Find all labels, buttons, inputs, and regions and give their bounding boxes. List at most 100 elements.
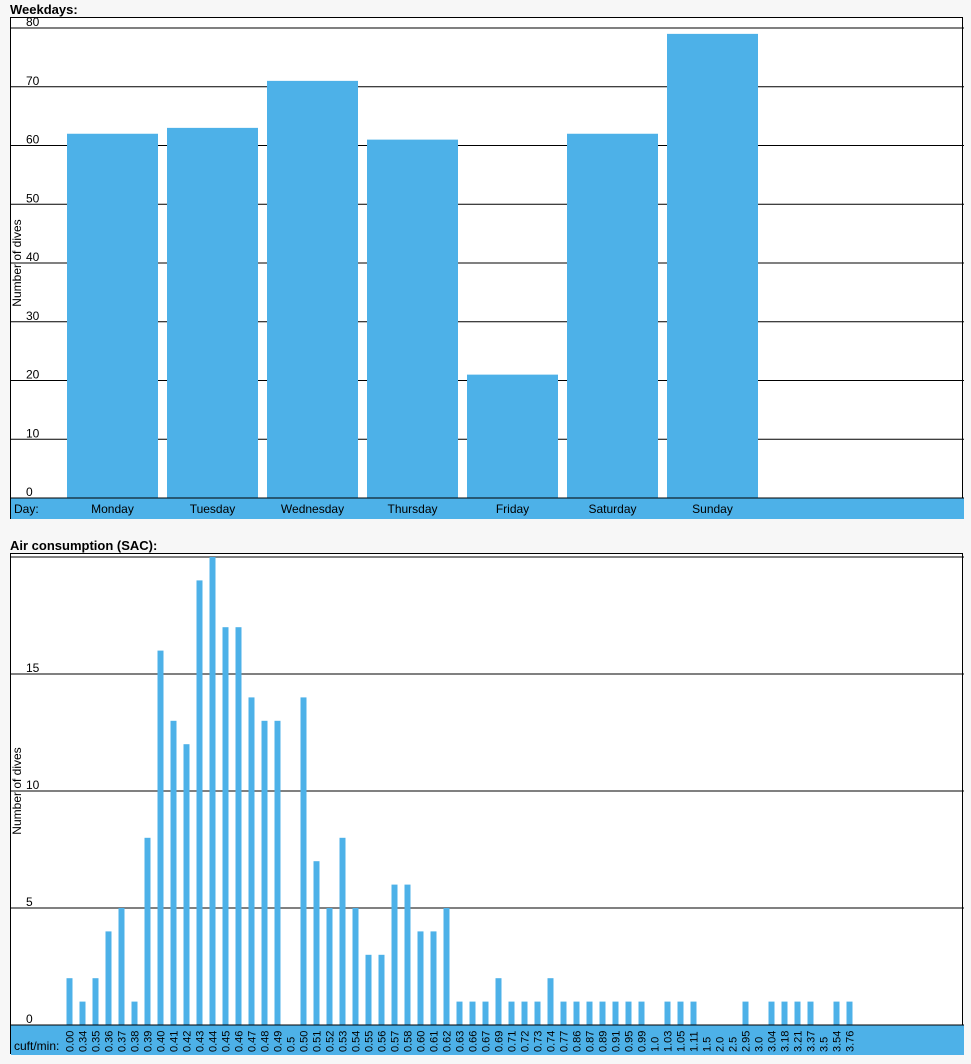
bar-sac-0.60 xyxy=(417,931,424,1025)
y-tick-label: 10 xyxy=(26,426,40,440)
bar-sac-0.66 xyxy=(469,1001,476,1025)
bar-tuesday xyxy=(167,127,258,498)
y-axis-label: Number of dives xyxy=(10,747,24,834)
bar-saturday xyxy=(567,133,658,498)
bar-sac-0.54 xyxy=(352,908,359,1025)
bar-sac-0.58 xyxy=(404,884,411,1025)
x-tick-label: 0.40 xyxy=(156,1031,168,1052)
sac-chart-title: Air consumption (SAC): xyxy=(10,538,158,553)
x-tick-label: 0.77 xyxy=(559,1031,571,1052)
y-tick-label: 15 xyxy=(26,661,40,675)
x-tick-label: 0.87 xyxy=(585,1031,597,1052)
bar-sac-3.04 xyxy=(768,1001,775,1025)
bar-sac-0.38 xyxy=(131,1001,138,1025)
x-tick-label: 0.72 xyxy=(520,1031,532,1052)
bar-sac-0.46 xyxy=(235,627,242,1025)
bar-sac-0.36 xyxy=(105,931,112,1025)
bar-sac-0.67 xyxy=(482,1001,489,1025)
y-tick-label: 5 xyxy=(26,895,33,909)
bar-sac-0.74 xyxy=(547,978,554,1025)
y-tick-label: 0 xyxy=(26,485,33,499)
bar-sac-0.42 xyxy=(183,744,190,1025)
x-axis-label: cuft/min: xyxy=(14,1039,59,1053)
x-tick-label: 0.42 xyxy=(182,1031,194,1052)
bar-sac-0.62 xyxy=(443,908,450,1025)
x-tick-label: 0.53 xyxy=(338,1031,350,1052)
x-tick-label: 2.95 xyxy=(741,1031,753,1052)
x-tick-label: 0.51 xyxy=(312,1031,324,1052)
x-tick-label: 0.36 xyxy=(104,1031,116,1052)
x-tick-label: 0.47 xyxy=(247,1031,259,1052)
x-tick-label: 0.95 xyxy=(624,1031,636,1052)
x-tick-label: 0.46 xyxy=(234,1031,246,1052)
x-tick-label: 3.54 xyxy=(832,1031,844,1052)
x-tick-label: 1.5 xyxy=(702,1037,714,1052)
x-tick-label: 0.00 xyxy=(65,1031,77,1052)
bar-sac-0.86 xyxy=(573,1001,580,1025)
weekdays-chart: 0 10 20 30 40 50 60 70 80 Number of dives Day: Mond… xyxy=(10,15,964,519)
bar-sac-0.49 xyxy=(274,720,281,1025)
y-tick-label: 10 xyxy=(26,778,40,792)
x-tick-label: Friday xyxy=(496,502,529,516)
x-tick-label: 0.71 xyxy=(507,1031,519,1052)
y-tick-label: 20 xyxy=(26,368,40,382)
x-tick-label: 0.58 xyxy=(403,1031,415,1052)
bar-sac-0.41 xyxy=(170,720,177,1025)
x-tick-label: 0.66 xyxy=(468,1031,480,1052)
bar-sac-3.18 xyxy=(781,1001,788,1025)
x-tick-label: 2.5 xyxy=(728,1037,740,1052)
weekdays-chart-title: Weekdays: xyxy=(10,2,78,17)
y-tick-label: 70 xyxy=(26,74,40,88)
bar-sac-1.03 xyxy=(664,1001,671,1025)
bar-sac-2.95 xyxy=(742,1001,749,1025)
bar-sac-0.77 xyxy=(560,1001,567,1025)
bar-sac-0.40 xyxy=(157,650,164,1025)
x-tick-label: 0.89 xyxy=(598,1031,610,1052)
y-tick-label: 50 xyxy=(26,191,40,205)
x-tick-label: 1.05 xyxy=(676,1031,688,1052)
x-tick-label: 0.62 xyxy=(442,1031,454,1052)
bar-sac-0.91 xyxy=(612,1001,619,1025)
x-tick-label: 0.48 xyxy=(260,1031,272,1052)
x-tick-label: 0.99 xyxy=(637,1031,649,1052)
bar-sac-0.57 xyxy=(391,884,398,1025)
x-tick-label: 0.69 xyxy=(494,1031,506,1052)
x-tick-label: 2.0 xyxy=(715,1037,727,1052)
x-tick-label: 1.0 xyxy=(650,1037,662,1052)
y-tick-label: 40 xyxy=(26,250,40,264)
y-tick-label: 80 xyxy=(26,15,40,29)
x-tick-label: Tuesday xyxy=(190,502,236,516)
x-tick-label: 0.41 xyxy=(169,1031,181,1052)
bar-sac-0.37 xyxy=(118,908,125,1025)
bar-sac-0.48 xyxy=(261,720,268,1025)
x-tick-label: 3.18 xyxy=(780,1031,792,1052)
bar-monday xyxy=(67,133,158,498)
x-tick-label: 0.44 xyxy=(208,1031,220,1052)
bar-sac-0.47 xyxy=(248,697,255,1025)
bar-sac-3.37 xyxy=(807,1001,814,1025)
y-axis-label: Number of dives xyxy=(10,219,24,306)
bar-sac-0.52 xyxy=(326,908,333,1025)
bar-sac-0.56 xyxy=(378,954,385,1025)
x-tick-label: 0.74 xyxy=(546,1031,558,1052)
bar-sac-0.71 xyxy=(508,1001,515,1025)
x-tick-label: 0.55 xyxy=(364,1031,376,1052)
bar-sac-3.21 xyxy=(794,1001,801,1025)
bar-sac-0.69 xyxy=(495,978,502,1025)
x-tick-label: Saturday xyxy=(588,502,636,516)
x-tick-label: 3.5 xyxy=(819,1037,831,1052)
x-tick-label: 3.0 xyxy=(754,1037,766,1052)
x-tick-label: 0.5 xyxy=(286,1037,298,1052)
x-tick-label: 0.39 xyxy=(143,1031,155,1052)
bar-sac-0.61 xyxy=(430,931,437,1025)
x-tick-label: 0.43 xyxy=(195,1031,207,1052)
x-tick-label: 0.67 xyxy=(481,1031,493,1052)
bar-sac-0.87 xyxy=(586,1001,593,1025)
bar-sac-0.44 xyxy=(209,557,216,1025)
x-tick-label: Wednesday xyxy=(281,502,344,516)
x-tick-label: Thursday xyxy=(387,502,437,516)
bar-sac-0.55 xyxy=(365,954,372,1025)
y-tick-label: 60 xyxy=(26,133,40,147)
x-tick-label: 0.91 xyxy=(611,1031,623,1052)
sac-chart: 0 5 10 15 Number of dives cuft/min: 0.00 0.34 0.… xyxy=(10,553,964,1055)
